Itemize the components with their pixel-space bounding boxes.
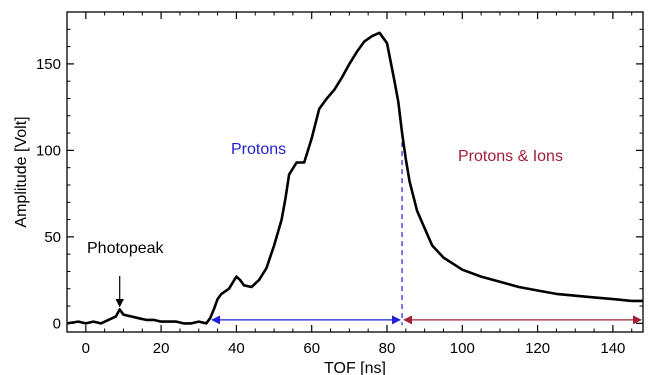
x-axis-ticks: 0 20 40 60 80 100 120 140 — [66, 12, 633, 357]
y-tick-label: 100 — [36, 142, 61, 159]
x-tick-label: 100 — [450, 340, 475, 357]
x-tick-label: 0 — [82, 340, 90, 357]
annotation-protons-ions: Protons & Ions — [458, 148, 563, 165]
amplitude-series-line — [66, 31, 643, 325]
x-tick-label: 20 — [153, 340, 170, 357]
x-tick-label: 140 — [600, 340, 625, 357]
x-tick-label: 80 — [379, 340, 396, 357]
y-tick-label: 150 — [36, 56, 61, 73]
x-tick-label: 40 — [228, 340, 245, 357]
y-axis-ticks: 0 50 100 150 — [36, 28, 643, 332]
plot-frame — [66, 11, 644, 333]
x-tick-label: 60 — [303, 340, 320, 357]
y-tick-label: 50 — [44, 229, 61, 246]
annotation-photopeak: Photopeak — [87, 240, 165, 257]
y-tick-label: 0 — [53, 315, 61, 332]
x-tick-label: 120 — [525, 340, 550, 357]
x-axis-label: TOF [ns] — [324, 360, 386, 375]
y-axis-label: Amplitude [Volt] — [13, 116, 30, 227]
annotation-protons: Protons — [231, 141, 286, 158]
